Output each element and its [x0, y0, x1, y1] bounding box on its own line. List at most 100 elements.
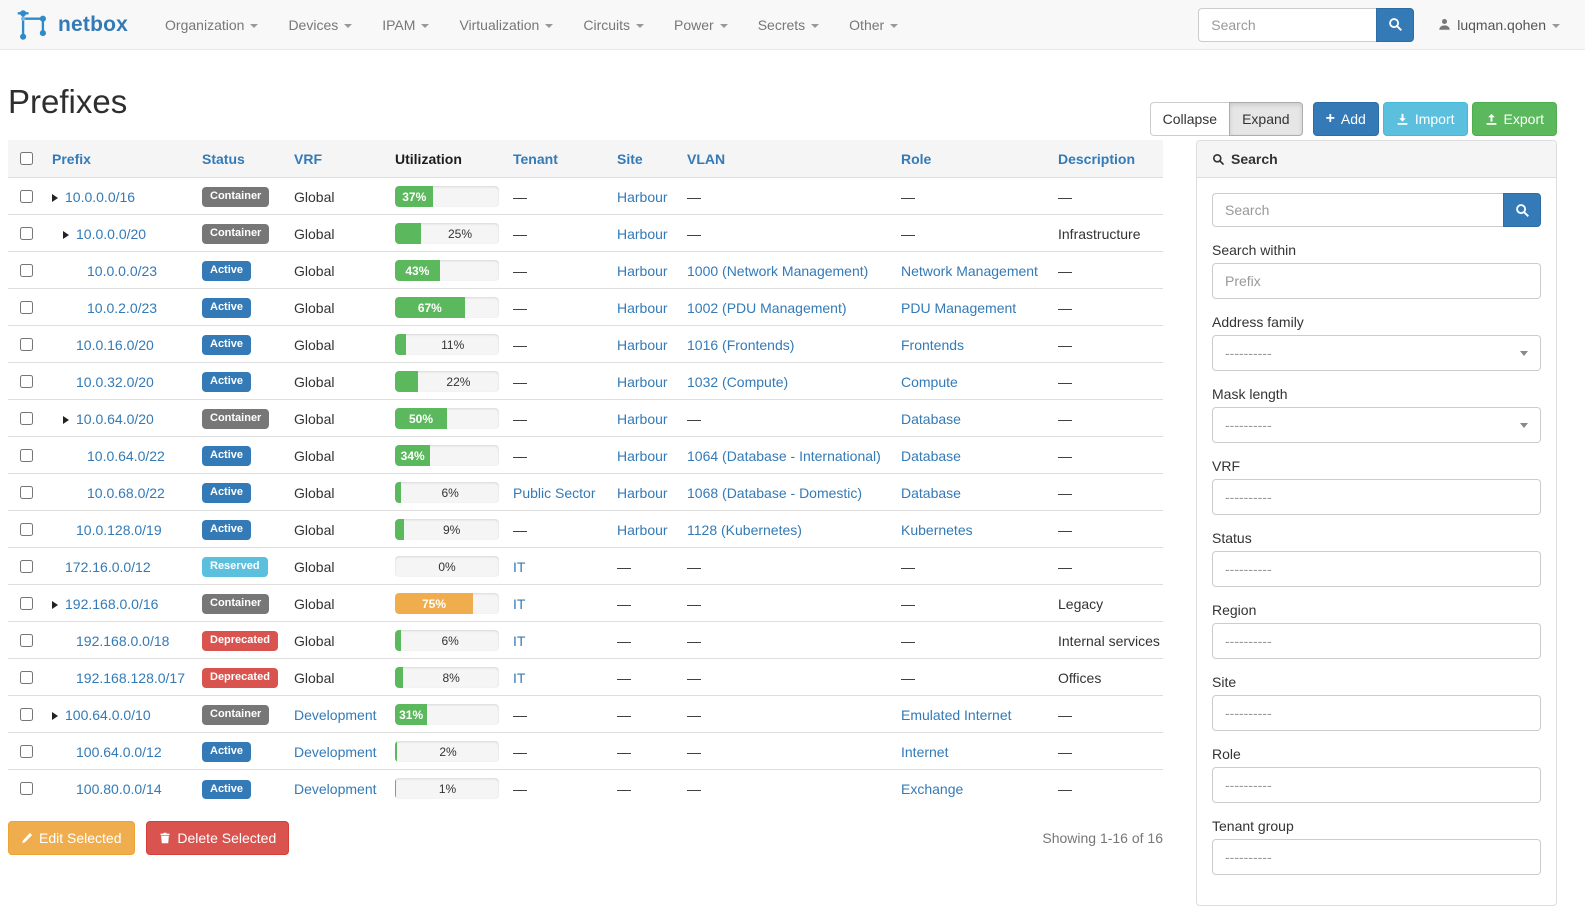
prefix-link[interactable]: 10.0.64.0/20 — [76, 410, 154, 427]
prefix-link[interactable]: 10.0.0.0/16 — [65, 188, 136, 205]
vlan-link[interactable]: 1032 (Compute) — [687, 373, 789, 390]
row-checkbox[interactable] — [20, 671, 33, 684]
export-button[interactable]: Export — [1471, 102, 1557, 136]
prefix-link[interactable]: 10.0.16.0/20 — [76, 336, 154, 353]
prefix-link[interactable]: 10.0.64.0/22 — [87, 447, 165, 464]
mask-length-select[interactable]: ---------- — [1212, 407, 1541, 443]
prefix-link[interactable]: 192.168.128.0/17 — [76, 669, 185, 686]
nav-menu-other[interactable]: Other — [834, 0, 913, 50]
netbox-brand[interactable]: netbox — [15, 7, 128, 43]
prefix-link[interactable]: 100.64.0.0/10 — [65, 706, 151, 723]
role-link[interactable]: Network Management — [901, 262, 1038, 279]
role-link[interactable]: Emulated Internet — [901, 706, 1012, 723]
site-link[interactable]: Harbour — [617, 447, 668, 464]
prefix-link[interactable]: 172.16.0.0/12 — [65, 558, 151, 575]
filter-search-button[interactable] — [1503, 193, 1541, 227]
row-checkbox[interactable] — [20, 782, 33, 796]
role-link[interactable]: Database — [901, 447, 961, 464]
column-sort-prefix[interactable]: Prefix — [52, 150, 91, 167]
nav-menu-organization[interactable]: Organization — [150, 0, 273, 50]
search-within-input[interactable] — [1212, 263, 1541, 299]
prefix-link[interactable]: 10.0.0.0/20 — [76, 225, 147, 242]
tenant-link[interactable]: IT — [513, 632, 526, 649]
column-sort-site[interactable]: Site — [617, 150, 643, 167]
prefix-link[interactable]: 10.0.2.0/23 — [87, 299, 158, 316]
vlan-link[interactable]: 1128 (Kubernetes) — [687, 521, 802, 538]
expand-button[interactable]: Expand — [1229, 102, 1303, 136]
tenant-link[interactable]: IT — [513, 669, 526, 686]
row-checkbox[interactable] — [20, 412, 33, 425]
row-checkbox[interactable] — [20, 190, 33, 203]
role-link[interactable]: Database — [901, 410, 961, 427]
prefix-link[interactable]: 10.0.68.0/22 — [87, 484, 165, 501]
role-select[interactable]: ---------- — [1212, 767, 1541, 803]
vlan-link[interactable]: 1068 (Database - Domestic) — [687, 484, 863, 501]
tenant-link[interactable]: IT — [513, 595, 526, 612]
vrf-link[interactable]: Development — [294, 706, 377, 723]
site-link[interactable]: Harbour — [617, 262, 668, 279]
site-link[interactable]: Harbour — [617, 410, 668, 427]
row-checkbox[interactable] — [20, 523, 33, 536]
nav-menu-virtualization[interactable]: Virtualization — [444, 0, 568, 50]
site-link[interactable]: Harbour — [617, 188, 668, 205]
vlan-link[interactable]: 1016 (Frontends) — [687, 336, 795, 353]
row-checkbox[interactable] — [20, 375, 33, 388]
nav-menu-devices[interactable]: Devices — [273, 0, 367, 50]
row-checkbox[interactable] — [20, 301, 33, 314]
column-sort-description[interactable]: Description — [1058, 150, 1136, 167]
status-select[interactable]: ---------- — [1212, 551, 1541, 587]
row-checkbox[interactable] — [20, 227, 33, 240]
vlan-link[interactable]: 1064 (Database - International) — [687, 447, 881, 464]
row-checkbox[interactable] — [20, 597, 33, 610]
row-checkbox[interactable] — [20, 708, 33, 721]
site-select[interactable]: ---------- — [1212, 695, 1541, 731]
prefix-link[interactable]: 100.64.0.0/12 — [76, 743, 162, 760]
role-link[interactable]: PDU Management — [901, 299, 1017, 316]
prefix-link[interactable]: 10.0.0.0/23 — [87, 262, 158, 279]
role-link[interactable]: Database — [901, 484, 961, 501]
user-menu[interactable]: luqman.qohen — [1438, 17, 1560, 33]
filter-search-input[interactable] — [1212, 193, 1503, 227]
delete-selected-button[interactable]: Delete Selected — [146, 820, 290, 855]
collapse-button[interactable]: Collapse — [1149, 102, 1231, 136]
row-checkbox[interactable] — [20, 338, 33, 351]
global-search-input[interactable] — [1198, 7, 1377, 42]
role-link[interactable]: Compute — [901, 373, 958, 390]
tenant-link[interactable]: Public Sector — [513, 484, 596, 501]
vrf-link[interactable]: Development — [294, 743, 377, 760]
prefix-link[interactable]: 10.0.32.0/20 — [76, 373, 154, 390]
vrf-select[interactable]: ---------- — [1212, 479, 1541, 515]
site-link[interactable]: Harbour — [617, 484, 668, 501]
role-link[interactable]: Exchange — [901, 780, 964, 797]
column-sort-role[interactable]: Role — [901, 150, 932, 167]
site-link[interactable]: Harbour — [617, 225, 668, 242]
nav-menu-ipam[interactable]: IPAM — [367, 0, 444, 50]
site-link[interactable]: Harbour — [617, 299, 668, 316]
nav-menu-circuits[interactable]: Circuits — [568, 0, 659, 50]
row-checkbox[interactable] — [20, 560, 33, 573]
column-sort-tenant[interactable]: Tenant — [513, 150, 558, 167]
vrf-link[interactable]: Development — [294, 780, 377, 797]
vlan-link[interactable]: 1000 (Network Management) — [687, 262, 869, 279]
site-link[interactable]: Harbour — [617, 336, 668, 353]
region-select[interactable]: ---------- — [1212, 623, 1541, 659]
nav-menu-power[interactable]: Power — [659, 0, 743, 50]
site-link[interactable]: Harbour — [617, 521, 668, 538]
prefix-link[interactable]: 192.168.0.0/18 — [76, 632, 170, 649]
import-button[interactable]: Import — [1382, 102, 1468, 136]
prefix-link[interactable]: 100.80.0.0/14 — [76, 780, 162, 797]
role-link[interactable]: Kubernetes — [901, 521, 973, 538]
row-checkbox[interactable] — [20, 634, 33, 647]
edit-selected-button[interactable]: Edit Selected — [8, 820, 135, 855]
row-checkbox[interactable] — [20, 745, 33, 758]
row-checkbox[interactable] — [20, 486, 33, 499]
vlan-link[interactable]: 1002 (PDU Management) — [687, 299, 847, 316]
row-checkbox[interactable] — [20, 449, 33, 462]
nav-menu-secrets[interactable]: Secrets — [743, 0, 834, 50]
role-link[interactable]: Frontends — [901, 336, 965, 353]
column-sort-vrf[interactable]: VRF — [294, 150, 322, 167]
global-search-button[interactable] — [1376, 7, 1415, 42]
add-button[interactable]: + Add — [1312, 102, 1379, 136]
prefix-link[interactable]: 10.0.128.0/19 — [76, 521, 162, 538]
tenant-group-select[interactable]: ---------- — [1212, 839, 1541, 875]
